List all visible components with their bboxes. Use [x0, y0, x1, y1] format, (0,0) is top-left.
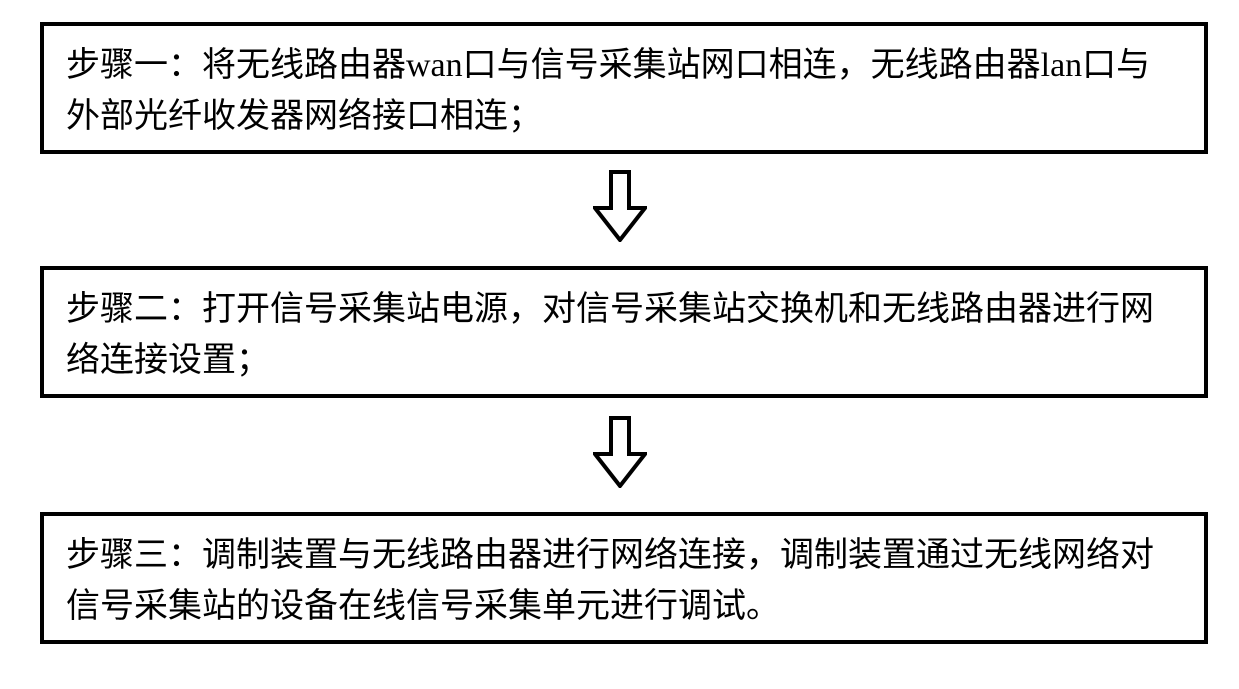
step-text-2: 步骤二：打开信号采集站电源，对信号采集站交换机和无线路由器进行网络连接设置； — [66, 291, 1154, 379]
flowchart-canvas: 步骤一：将无线路由器wan口与信号采集站网口相连，无线路由器lan口与外部光纤收… — [0, 0, 1239, 689]
step-text-3: 步骤三：调制装置与无线路由器进行网络连接，调制装置通过无线网络对信号采集站的设备… — [66, 537, 1154, 625]
step-box-1: 步骤一：将无线路由器wan口与信号采集站网口相连，无线路由器lan口与外部光纤收… — [40, 22, 1208, 154]
down-arrow-icon — [593, 170, 647, 242]
step-box-3: 步骤三：调制装置与无线路由器进行网络连接，调制装置通过无线网络对信号采集站的设备… — [40, 512, 1208, 644]
down-arrow-2 — [0, 416, 1239, 488]
down-arrow-icon — [593, 416, 647, 488]
down-arrow-1 — [0, 170, 1239, 242]
step-box-2: 步骤二：打开信号采集站电源，对信号采集站交换机和无线路由器进行网络连接设置； — [40, 266, 1208, 398]
step-text-1: 步骤一：将无线路由器wan口与信号采集站网口相连，无线路由器lan口与外部光纤收… — [66, 47, 1150, 135]
